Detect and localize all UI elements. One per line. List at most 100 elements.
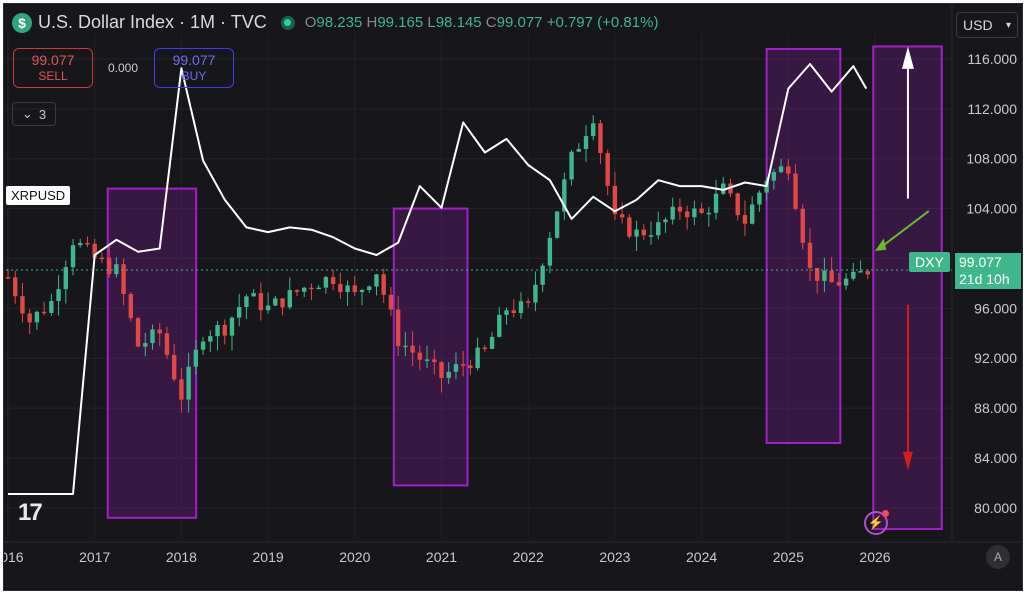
lightning-bolt-icon[interactable]: ⚡ (864, 510, 889, 535)
candle-body (583, 136, 589, 149)
candle-body (468, 365, 473, 369)
candle-body (663, 219, 668, 223)
candle-body (99, 257, 105, 260)
last-price-tag: 99.077 21d 10h (955, 253, 1021, 289)
candle-body (208, 336, 213, 342)
currency-select[interactable]: USD ▾ (956, 12, 1018, 38)
down-arrow-head (902, 451, 913, 471)
chevron-down-icon: ▾ (1005, 19, 1011, 31)
x-tick-label: 2020 (339, 549, 370, 565)
candle-body (692, 208, 697, 218)
candle-body (41, 311, 47, 314)
sell-button[interactable]: 99.077 SELL (13, 48, 93, 88)
candle-body (143, 343, 148, 347)
candle-body (200, 341, 206, 350)
chart-frame[interactable]: 116.000112.000108.000104.000100.00096.00… (3, 3, 1023, 591)
highlight-box (106, 187, 198, 519)
x-tick-label: 2026 (859, 549, 890, 565)
candle-body (771, 172, 777, 181)
candle-body (395, 309, 401, 347)
candle-body (786, 166, 791, 174)
candle-body (547, 237, 553, 266)
y-tick-label: 92.000 (974, 350, 1017, 366)
buy-button[interactable]: 99.077 BUY (154, 48, 234, 88)
candle-body (338, 283, 343, 292)
green-pointer-arrow (878, 210, 930, 250)
candle-body (63, 267, 68, 290)
bar-countdown: 21d 10h (959, 271, 1010, 287)
candle-body (540, 265, 545, 285)
high-value: 99.165 (377, 14, 424, 31)
candle-body (345, 285, 350, 292)
candle-body (381, 274, 386, 295)
candle-body (13, 277, 18, 297)
x-tick-label: 2016 (4, 549, 24, 565)
market-open-icon (280, 15, 295, 30)
candle-body (34, 311, 40, 323)
candle-body (323, 277, 329, 288)
up-arrow-head (901, 46, 914, 69)
tradingview-logo-icon[interactable]: 17 (18, 499, 43, 526)
chevron-down-icon: ⌄ (21, 106, 33, 121)
candle-body (114, 264, 119, 275)
candle-body (410, 345, 415, 353)
candle-body (229, 317, 235, 336)
auto-scale-button[interactable]: A (986, 545, 1010, 569)
candle-body (684, 211, 690, 218)
candle-body (641, 229, 646, 236)
candle-body (367, 286, 372, 290)
candle-body (475, 347, 480, 369)
candle-body (302, 287, 307, 292)
candle-body (222, 324, 227, 336)
change-value: +0.797 (+0.81%) (546, 14, 659, 31)
candle-body (193, 349, 199, 367)
x-tick-label: 2024 (686, 549, 717, 565)
candle-body (20, 296, 25, 314)
candle-body (504, 310, 509, 315)
candle-body (374, 274, 379, 287)
candle-body (439, 362, 444, 378)
x-tick-label: 2023 (599, 549, 630, 565)
candle-body (526, 301, 531, 303)
candle-body (78, 242, 83, 246)
candle-body (309, 287, 314, 290)
symbol-title[interactable]: U.S. Dollar Index · 1M · TVC (38, 12, 267, 32)
price-chart[interactable]: 116.000112.000108.000104.000100.00096.00… (4, 4, 1022, 590)
candle-body (287, 290, 292, 308)
candle-body (316, 287, 321, 290)
candle-body (135, 318, 141, 347)
sell-price: 99.077 (31, 52, 75, 68)
x-tick-label: 2021 (426, 549, 457, 565)
candle-body (294, 290, 300, 292)
candle-body (836, 282, 842, 286)
candle-body (757, 192, 762, 205)
y-tick-label: 104.000 (966, 201, 1017, 217)
candle-body (49, 301, 54, 313)
candle-body (634, 229, 639, 237)
sell-label: SELL (38, 69, 68, 83)
overlay-symbol-label[interactable]: XRPUSD (6, 186, 71, 205)
symbol-header[interactable]: $ U.S. Dollar Index · 1M · TVC O98.235 H… (12, 12, 658, 33)
candle-body (171, 354, 177, 380)
candle-body (858, 271, 863, 273)
candle-body (497, 314, 502, 337)
candle-body (800, 208, 805, 243)
candle-body (280, 298, 285, 308)
candle-body (388, 294, 394, 310)
y-tick-label: 116.000 (967, 51, 1017, 67)
indicators-toggle[interactable]: ⌄ 3 (12, 102, 56, 126)
xrpusd-line (8, 63, 868, 495)
candle-body (706, 212, 712, 215)
green-pointer-head (875, 238, 887, 251)
x-tick-label: 2019 (253, 549, 284, 565)
x-tick-label: 2025 (773, 549, 804, 565)
candle-body (482, 347, 488, 350)
candle-body (186, 366, 191, 400)
candle-body (721, 183, 726, 194)
dollar-sign-icon: $ (12, 12, 32, 33)
indicator-count: 3 (38, 106, 47, 122)
candle-body (56, 289, 61, 302)
candle-body (150, 329, 155, 344)
candle-body (612, 185, 618, 215)
candle-body (699, 208, 704, 213)
